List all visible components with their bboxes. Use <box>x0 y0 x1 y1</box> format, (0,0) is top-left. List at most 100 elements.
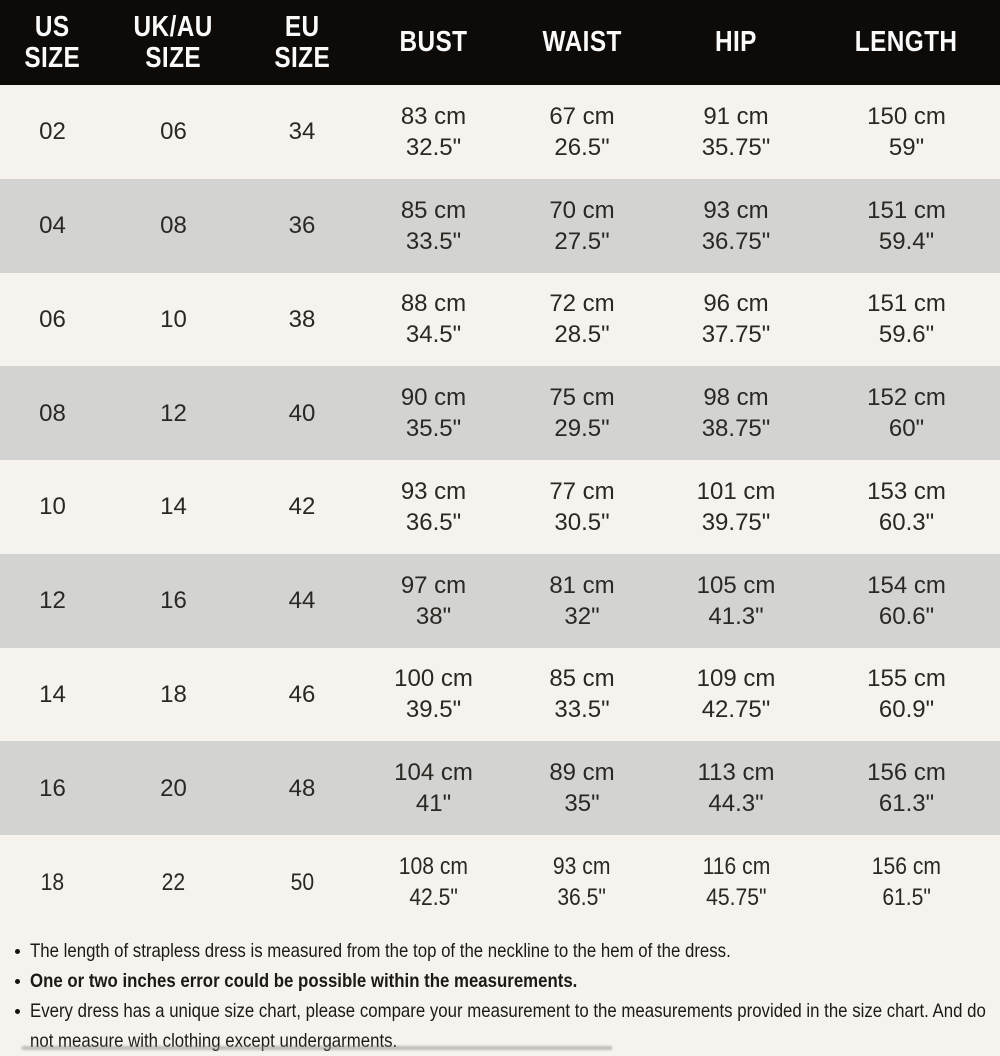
cell-value: 36.5" <box>405 508 462 536</box>
table-body: 02 06 34 83 cm 32.5" 67 cm 26.5" 91 cm 35.75" 150… <box>0 85 1000 929</box>
cell-value: 45.75" <box>705 884 767 911</box>
table-cell: 10 <box>105 272 242 367</box>
table-cell: 155 cm 60.9" <box>813 647 1000 742</box>
cell-value: 100 cm <box>394 665 473 693</box>
cell-value: 35.75" <box>701 133 771 161</box>
cell-value: 60.6" <box>878 602 935 630</box>
cell-value: 06 <box>160 118 187 146</box>
cell-value: 48 <box>288 774 316 802</box>
table-cell: 104 cm 41" <box>362 741 505 836</box>
cell-value: 75 cm <box>549 384 615 412</box>
cell-value: 77 cm <box>549 477 615 505</box>
table-cell: 109 cm 42.75" <box>659 647 813 742</box>
table-cell: 36 <box>242 178 362 273</box>
size-chart-table: US SIZE UK/AU SIZE EU SIZE BUST WAIST HI… <box>0 0 1000 929</box>
table-cell: 93 cm 36.5" <box>505 835 659 929</box>
note-error-tolerance: One or two inches error could be possibl… <box>8 966 992 996</box>
table-cell: 38 <box>242 272 362 367</box>
table-cell: 75 cm 29.5" <box>505 366 659 461</box>
footnotes: The length of strapless dress is measure… <box>0 929 1000 1056</box>
cell-value: 14 <box>160 493 187 521</box>
cell-value: 83 cm <box>400 102 467 130</box>
table-cell: 12 <box>0 553 105 648</box>
table-cell: 16 <box>0 741 105 836</box>
table-cell: 44 <box>242 553 362 648</box>
table-cell: 153 cm 60.3" <box>813 460 1000 554</box>
cell-value: 98 cm <box>703 384 769 412</box>
cell-value: 27.5" <box>554 227 610 255</box>
cell-value: 105 cm <box>696 571 776 599</box>
cell-value: 35" <box>564 790 600 818</box>
table-cell: 81 cm 32" <box>505 553 659 648</box>
cell-value: 32.5" <box>405 133 462 161</box>
cell-value: 90 cm <box>400 384 467 412</box>
cell-value: 38.75" <box>701 415 771 443</box>
cell-value: 93 cm <box>553 853 611 880</box>
column-header-label: BUST <box>399 26 468 58</box>
column-header-label: EU SIZE <box>274 10 330 74</box>
cell-value: 40 <box>288 399 316 427</box>
cell-value: 104 cm <box>394 759 473 787</box>
cell-value: 59" <box>888 133 925 161</box>
cell-value: 36.5" <box>557 884 607 911</box>
column-header-label: LENGTH <box>855 26 958 58</box>
bullet-icon <box>15 978 20 984</box>
column-header-uk-au-size: UK/AU SIZE <box>105 0 242 85</box>
cell-value: 34.5" <box>405 321 462 349</box>
cell-value: 32" <box>564 602 600 630</box>
table-cell: 89 cm 35" <box>505 741 659 836</box>
cell-value: 61.3" <box>878 790 935 818</box>
table-cell: 151 cm 59.6" <box>813 272 1000 367</box>
table-cell: 40 <box>242 366 362 461</box>
cell-value: 42.75" <box>701 696 771 724</box>
cell-value: 12 <box>39 587 66 615</box>
table-cell: 88 cm 34.5" <box>362 272 505 367</box>
column-header-label: US SIZE <box>24 10 81 74</box>
column-header-length: LENGTH <box>813 0 1000 85</box>
cell-value: 18 <box>160 680 187 708</box>
cell-value: 89 cm <box>549 759 615 787</box>
cell-value: 70 cm <box>549 196 615 224</box>
bullet-icon <box>15 948 20 954</box>
table-cell: 16 <box>105 553 242 648</box>
table-cell: 85 cm 33.5" <box>505 647 659 742</box>
cell-value: 96 cm <box>703 290 769 318</box>
cell-value: 93 cm <box>400 477 467 505</box>
cell-value: 16 <box>39 774 66 802</box>
table-cell: 14 <box>0 647 105 742</box>
note-length-measurement: The length of strapless dress is measure… <box>8 936 992 966</box>
cell-value: 14 <box>39 680 66 708</box>
cell-value: 34 <box>288 118 316 146</box>
column-header-hip: HIP <box>659 0 813 85</box>
table-cell: 02 <box>0 85 105 179</box>
cutoff-text-artifact <box>22 1046 612 1050</box>
table-cell: 152 cm 60" <box>813 366 1000 461</box>
table-cell: 08 <box>105 178 242 273</box>
table-cell: 34 <box>242 85 362 179</box>
cell-value: 88 cm <box>400 290 467 318</box>
column-header-label: HIP <box>715 26 757 58</box>
cell-value: 36.75" <box>701 227 771 255</box>
cell-value: 50 <box>290 868 314 896</box>
table-cell: 48 <box>242 741 362 836</box>
cell-value: 113 cm <box>697 759 775 787</box>
table-cell: 101 cm 39.75" <box>659 460 813 554</box>
table-cell: 98 cm 38.75" <box>659 366 813 461</box>
cell-value: 72 cm <box>549 290 615 318</box>
cell-value: 152 cm <box>867 384 946 412</box>
cell-value: 85 cm <box>549 665 615 693</box>
cell-value: 41" <box>415 790 452 818</box>
table-cell: 50 <box>242 835 362 929</box>
cell-value: 20 <box>160 774 187 802</box>
cell-value: 116 cm <box>702 853 770 880</box>
cell-value: 35.5" <box>405 415 462 443</box>
table-cell: 156 cm 61.5" <box>813 835 1000 929</box>
cell-value: 59.6" <box>878 321 935 349</box>
cell-value: 153 cm <box>867 477 946 505</box>
table-cell: 83 cm 32.5" <box>362 85 505 179</box>
cell-value: 22 <box>161 868 186 896</box>
cell-value: 41.3" <box>708 602 764 630</box>
cell-value: 151 cm <box>867 290 946 318</box>
note-text: The length of strapless dress is measure… <box>30 939 731 962</box>
table-cell: 72 cm 28.5" <box>505 272 659 367</box>
